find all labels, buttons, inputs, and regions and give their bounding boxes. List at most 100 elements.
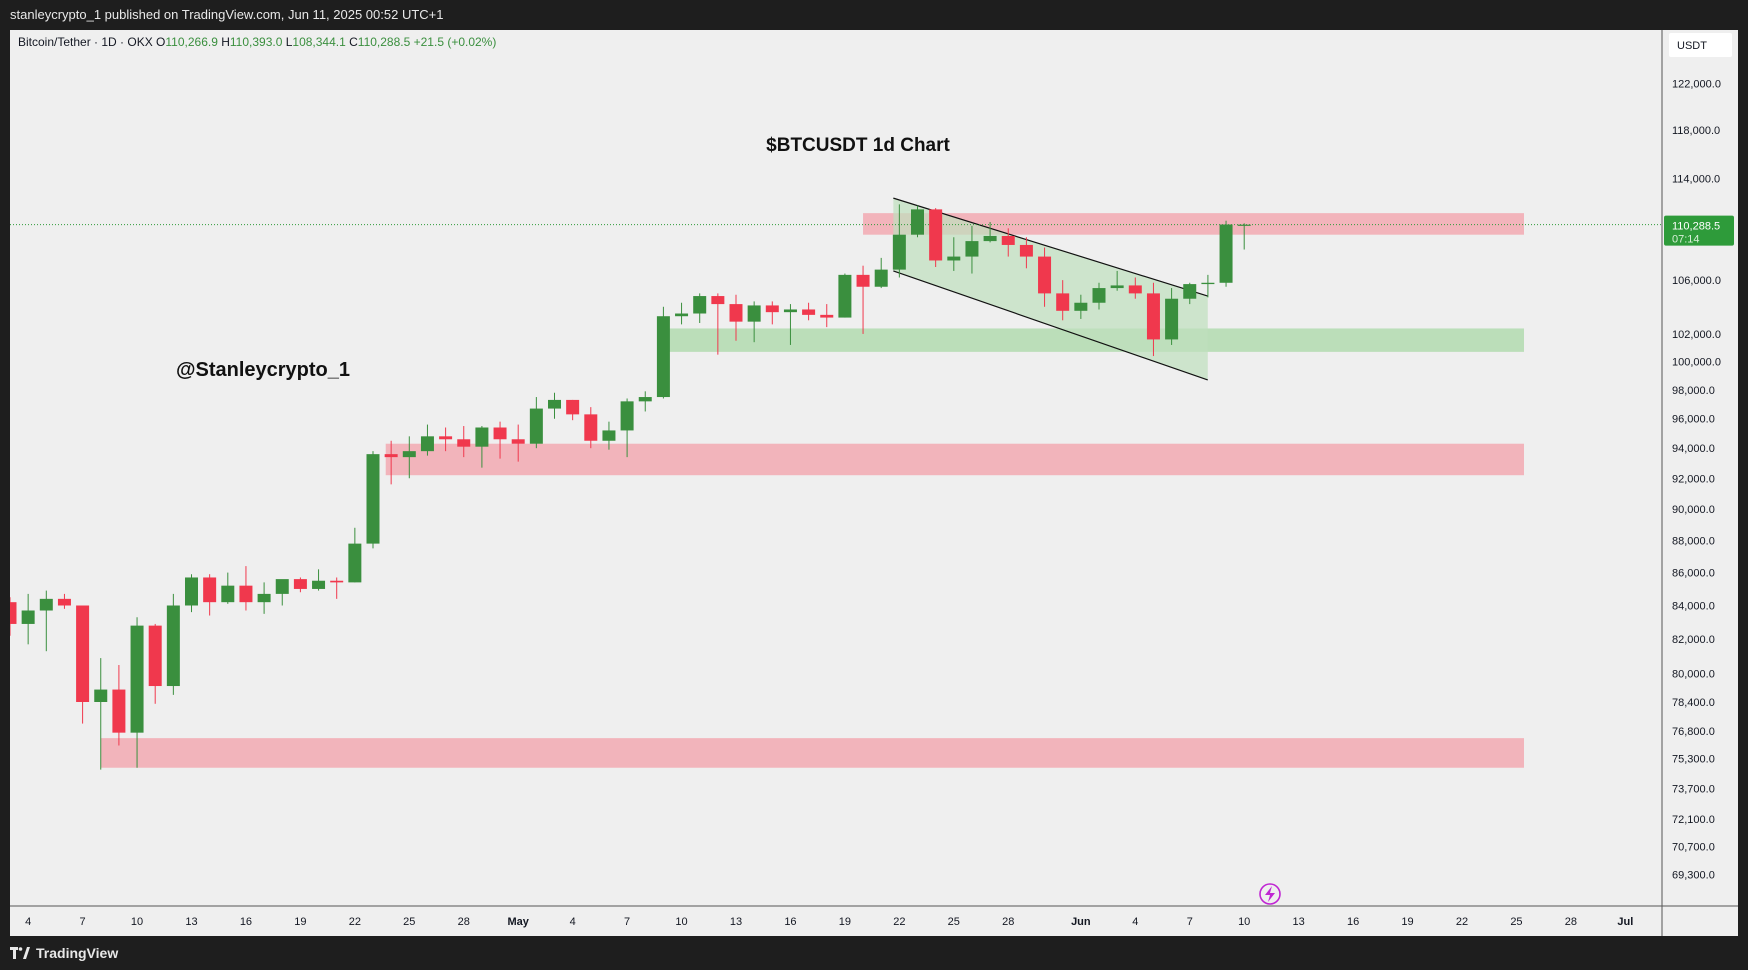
candle-2025-05-18[interactable] [820, 304, 834, 328]
candle-2025-04-11[interactable] [148, 623, 162, 704]
candle-2025-05-26[interactable] [965, 225, 979, 274]
lightning-icon[interactable] [1259, 883, 1281, 905]
candle-2025-05-05[interactable] [584, 407, 598, 449]
candle-2025-04-08[interactable] [94, 658, 108, 770]
candle-body [39, 598, 53, 611]
candle-2025-05-15[interactable] [765, 301, 779, 325]
candle-2025-05-27[interactable] [983, 221, 997, 243]
candle-body [511, 439, 525, 444]
candle-2025-05-22[interactable] [892, 204, 906, 278]
candle-2025-04-23[interactable] [366, 451, 380, 549]
candle-2025-04-14[interactable] [203, 574, 217, 616]
price-axis[interactable] [1662, 30, 1738, 906]
candle-body [838, 274, 852, 318]
candle-2025-04-04[interactable] [21, 593, 35, 645]
candle-2025-05-17[interactable] [802, 302, 816, 321]
candle-2025-04-03[interactable] [4, 597, 17, 636]
time-tick-label: 25 [948, 916, 960, 928]
candle-2025-06-07[interactable] [1183, 282, 1197, 305]
candle-2025-05-19[interactable] [838, 273, 852, 318]
candle-2025-06-01[interactable] [1074, 294, 1088, 319]
candle-2025-04-18[interactable] [275, 579, 289, 606]
candle-2025-04-27[interactable] [439, 427, 453, 452]
tradingview-brand[interactable]: TradingView [10, 945, 118, 961]
candle-2025-05-14[interactable] [747, 301, 761, 343]
candle-body [1128, 285, 1142, 294]
candle-2025-05-03[interactable] [548, 392, 561, 419]
candle-2025-04-21[interactable] [330, 577, 344, 599]
legend-part: L [286, 35, 293, 49]
candle-2025-06-03[interactable] [1110, 270, 1124, 291]
candle-2025-04-06[interactable] [57, 593, 71, 609]
candle-2025-04-16[interactable] [239, 566, 253, 611]
candle-2025-04-19[interactable] [293, 577, 307, 593]
time-tick-label: 16 [784, 916, 796, 928]
candle-body [112, 689, 126, 733]
candle-2025-04-17[interactable] [257, 582, 271, 614]
candle-2025-05-10[interactable] [675, 302, 689, 325]
candle-2025-04-25[interactable] [402, 436, 416, 479]
candle-2025-04-20[interactable] [312, 569, 326, 591]
candle-body [57, 598, 71, 606]
candle-2025-05-25[interactable] [947, 237, 961, 271]
candle-2025-05-12[interactable] [711, 293, 725, 355]
plot-area[interactable] [4, 197, 1663, 770]
currency-box[interactable] [1669, 33, 1732, 57]
candle-body [203, 577, 217, 603]
resistance-zone-2 [385, 443, 1525, 476]
candle-2025-05-28[interactable] [1001, 228, 1015, 257]
candle-2025-05-06[interactable] [602, 421, 616, 450]
candle-2025-05-11[interactable] [693, 293, 707, 324]
candle-2025-04-12[interactable] [166, 593, 180, 695]
candle-2025-06-02[interactable] [1092, 282, 1106, 310]
candle-body [1056, 293, 1070, 311]
chart-frame[interactable] [10, 30, 1738, 936]
candle-2025-05-01[interactable] [511, 424, 525, 462]
candle-2025-05-30[interactable] [1038, 247, 1052, 307]
candle-2025-06-08[interactable] [1201, 274, 1215, 298]
candle-2025-06-09[interactable] [1219, 220, 1233, 287]
candle-body [1237, 224, 1251, 226]
candle-2025-05-21[interactable] [874, 257, 888, 289]
candle-2025-04-13[interactable] [185, 574, 198, 613]
candle-2025-04-15[interactable] [221, 572, 235, 604]
candle-body [166, 605, 180, 687]
candle-2025-06-06[interactable] [1165, 288, 1179, 345]
candle-2025-06-05[interactable] [1146, 282, 1160, 357]
candle-2025-04-09[interactable] [112, 665, 126, 746]
candle-2025-05-02[interactable] [529, 397, 543, 449]
candle-2025-05-20[interactable] [856, 265, 870, 334]
channel-upper-line[interactable] [893, 197, 1208, 297]
candle-2025-04-22[interactable] [348, 527, 362, 583]
legend-part: 110,266.9 [165, 35, 221, 49]
candle-2025-05-13[interactable] [729, 294, 743, 341]
candle-2025-05-16[interactable] [783, 304, 797, 345]
price-tick-label: 96,000.0 [1672, 414, 1715, 426]
candle-2025-05-09[interactable] [656, 306, 670, 399]
candle-2025-05-08[interactable] [638, 391, 652, 412]
candle-2025-04-24[interactable] [384, 440, 398, 485]
candle-2025-04-29[interactable] [475, 426, 489, 468]
candle-2025-06-10[interactable] [1237, 223, 1251, 250]
candle-body [1183, 284, 1197, 299]
candle-2025-05-31[interactable] [1056, 280, 1070, 321]
candle-2025-04-30[interactable] [493, 421, 507, 459]
candle-2025-05-23[interactable] [911, 205, 924, 238]
price-tick-label: 90,000.0 [1672, 504, 1715, 516]
candle-2025-04-10[interactable] [130, 617, 144, 768]
candle-2025-06-04[interactable] [1128, 277, 1142, 299]
candle-2025-05-04[interactable] [566, 399, 580, 421]
candle-2025-04-05[interactable] [39, 590, 53, 652]
candle-2025-04-28[interactable] [457, 426, 471, 458]
time-tick-label: 28 [458, 916, 470, 928]
time-tick-label: 10 [675, 916, 687, 928]
candle-body [711, 296, 725, 305]
last-price-tag [1664, 215, 1734, 246]
candle-2025-04-26[interactable] [420, 424, 434, 456]
candle-2025-05-07[interactable] [620, 398, 634, 458]
channel-lower-line[interactable] [893, 270, 1208, 381]
candle-2025-05-24[interactable] [929, 208, 943, 267]
candle-2025-05-29[interactable] [1019, 237, 1033, 269]
candle-2025-04-07[interactable] [76, 605, 90, 724]
